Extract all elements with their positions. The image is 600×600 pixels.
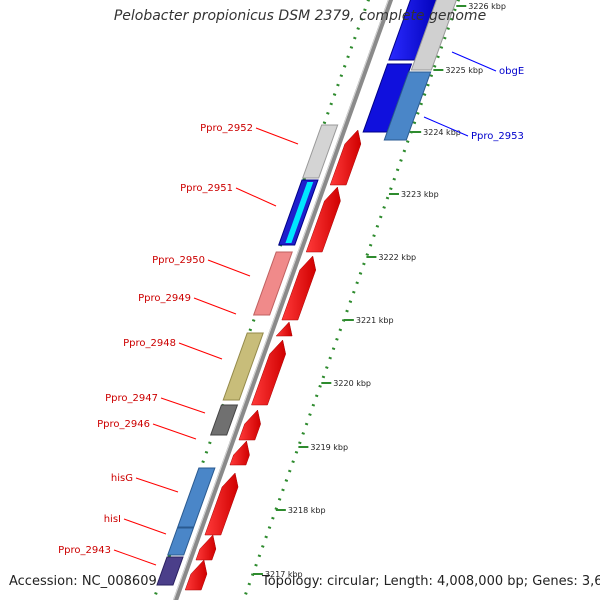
label-leader-line [123,518,167,535]
gene-label[interactable]: Ppro_2946 [97,419,150,430]
ruler-tick-label: 3220 kbp [333,379,371,388]
ruler-tick-label: 3225 kbp [445,66,483,75]
forward-gene-arrow[interactable] [184,559,208,591]
ruler-tick-label: 3226 kbp [468,2,506,11]
forward-gene-arrow[interactable] [238,409,261,441]
gene-labels: Ppro_2952 Ppro_2951 Ppro_2950 Ppro_2949 Ppro… [58,51,524,566]
forward-gene-arrow[interactable] [305,186,341,253]
forward-gene-arrow[interactable] [195,534,217,561]
gene-label[interactable]: Ppro_2951 [180,183,233,194]
forward-gene-arrow[interactable] [204,472,239,536]
map-title: Pelobacter propionicus DSM 2379, complet… [113,8,487,24]
reverse-gene-block[interactable] [167,527,195,556]
reverse-gene-block[interactable] [301,124,339,179]
label-leader-line [255,127,299,145]
forward-gene-arrow[interactable] [229,440,250,466]
reverse-gene-stripe[interactable] [285,182,314,243]
gene-label[interactable]: Ppro_2950 [152,255,205,266]
label-leader-line [113,549,157,566]
gene-features [156,0,459,591]
label-leader-line [178,342,223,360]
ruler-ticks: 3226 kbp 3225 kbp 3224 kbp 3223 kbp 3222 kbp… [252,2,506,579]
forward-gene-arrow[interactable] [281,255,317,321]
backbone-ring [172,0,394,600]
reverse-gene-block[interactable] [177,467,216,528]
reverse-gene-block[interactable] [209,404,239,436]
label-leader-line [235,187,277,207]
gene-label[interactable]: Ppro_2947 [105,393,158,404]
genome-stats-text: Topology: circular; Length: 4,008,000 bp… [262,574,600,589]
ruler-tick-label: 3219 kbp [310,443,348,452]
gene-label[interactable]: Ppro_2943 [58,545,111,556]
backbone-line [172,0,394,600]
ruler-tick-label: 3221 kbp [356,316,394,325]
reverse-gene-block[interactable] [156,556,184,586]
label-leader-line [207,259,251,277]
ruler-tick-label: 3222 kbp [378,253,416,262]
ruler-tick-label: 3217 kbp [265,570,303,579]
gene-label[interactable]: Ppro_2952 [200,123,253,134]
forward-gene-arrow[interactable] [251,339,286,406]
accession-text: Accession: NC_008609 [9,574,157,589]
label-leader-line [135,477,179,493]
gene-label[interactable]: hisG [111,473,133,484]
gene-label[interactable]: Ppro_2949 [138,293,191,304]
gene-label[interactable]: obgE [499,66,524,77]
gene-label[interactable]: Ppro_2953 [471,131,524,142]
reverse-gene-block[interactable] [252,251,293,316]
label-leader-line [152,423,197,440]
outer-gene-block[interactable] [383,71,432,141]
gene-label[interactable]: hisI [104,514,121,525]
ruler-tick-label: 3224 kbp [423,128,461,137]
reverse-gene-block[interactable] [222,332,264,401]
gene-label[interactable]: Ppro_2948 [123,338,176,349]
label-leader-line [451,51,497,72]
label-leader-line [193,297,237,315]
forward-gene-arrow[interactable] [275,321,293,337]
ruler-tick-label: 3218 kbp [288,506,326,515]
forward-gene-arrow[interactable] [329,129,362,186]
ruler-tick-label: 3223 kbp [401,190,439,199]
label-leader-line [160,397,206,414]
outer-gene-block[interactable] [410,0,459,71]
label-leader-line [423,116,469,137]
backbone-highlight [173,0,389,600]
